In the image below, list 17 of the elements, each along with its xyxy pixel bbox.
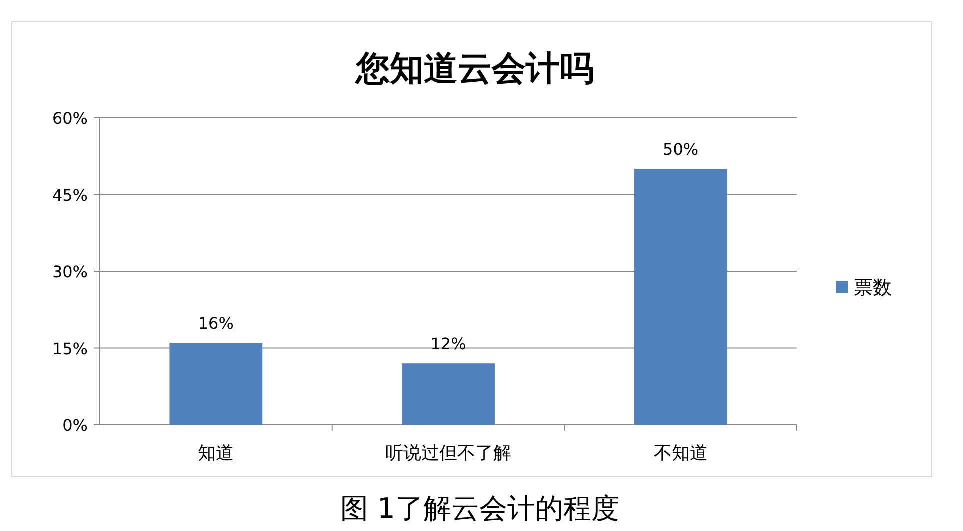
y-tick-label: 45% — [52, 186, 88, 205]
legend-label: 票数 — [854, 277, 892, 299]
bar — [402, 364, 495, 425]
bar — [634, 169, 728, 425]
y-tick-label: 0% — [62, 416, 88, 435]
caption: 图 1了解云会计的程度 — [340, 492, 620, 525]
y-tick-label: 15% — [52, 339, 88, 358]
data-label: 16% — [198, 314, 234, 334]
y-tick-label: 60% — [52, 109, 88, 128]
x-tick-label: 听说过但不了解 — [386, 443, 512, 464]
bar — [170, 343, 263, 425]
data-label: 12% — [430, 334, 466, 354]
x-tick-label: 知道 — [198, 443, 234, 464]
data-label: 50% — [663, 140, 699, 160]
chart-title: 您知道云会计吗 — [354, 49, 594, 89]
y-tick-label: 30% — [52, 262, 88, 282]
x-tick-label: 不知道 — [654, 443, 708, 464]
